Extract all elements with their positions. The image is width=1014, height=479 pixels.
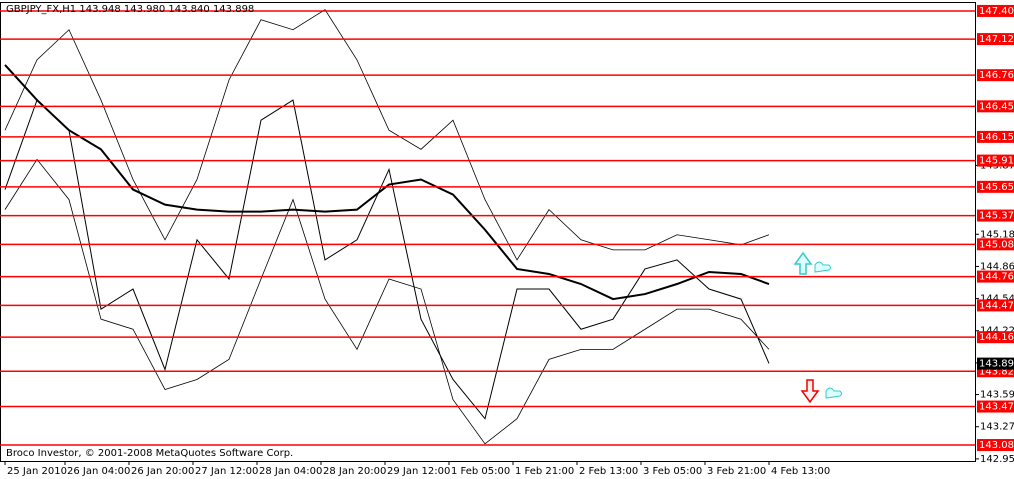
level-label-box <box>977 130 1014 143</box>
x-tick-label: 1 Feb 05:00 <box>451 466 510 477</box>
level-label: 143.822 <box>979 366 1014 377</box>
y-tick-label: 142.950 <box>980 454 1014 465</box>
level-label: 146.154 <box>979 132 1014 143</box>
level-label: 145.085 <box>979 239 1014 250</box>
series-line <box>4 64 770 301</box>
y-tick-label: 144.545 <box>980 294 1014 305</box>
level-label-box <box>977 154 1014 167</box>
y-tick-label: 145.185 <box>980 229 1014 240</box>
x-tick-label: 4 Feb 13:00 <box>771 466 830 477</box>
level-label-box <box>977 238 1014 251</box>
x-tick-label: 28 Jan 04:00 <box>259 466 322 477</box>
x-tick-label: 25 Jan 2010 <box>7 466 67 477</box>
level-label: 144.477 <box>979 300 1014 311</box>
x-tick-label: 2 Feb 13:00 <box>579 466 638 477</box>
x-tick-label: 29 Jan 12:00 <box>387 466 450 477</box>
level-label: 144.764 <box>979 272 1014 283</box>
series-line <box>4 9 770 261</box>
level-label-box <box>977 400 1014 413</box>
series-line <box>4 99 770 420</box>
chart-title: GBPJPY_FX,H1 143.948 143.980 143.840 143… <box>6 4 254 15</box>
sell-signal-icon <box>800 379 842 404</box>
level-label: 145.371 <box>979 211 1014 222</box>
level-label: 146.458 <box>979 101 1014 112</box>
y-tick-label: 143.590 <box>980 390 1014 401</box>
level-label-box <box>977 180 1014 193</box>
price-label-box <box>977 357 1014 370</box>
level-label-box <box>977 100 1014 113</box>
plot-frame <box>0 2 976 462</box>
level-label-box <box>977 439 1014 452</box>
level-label: 147.127 <box>979 34 1014 45</box>
x-tick-label: 26 Jan 20:00 <box>131 466 194 477</box>
y-tick-label: 144.865 <box>980 261 1014 272</box>
x-tick-label: 3 Feb 05:00 <box>643 466 702 477</box>
level-label-box <box>977 209 1014 222</box>
level-label-box <box>977 69 1014 82</box>
level-label-box <box>977 299 1014 312</box>
x-tick-label: 26 Jan 04:00 <box>67 466 130 477</box>
series-line <box>4 158 770 445</box>
level-label-box <box>977 4 1014 17</box>
level-label: 146.768 <box>979 70 1014 81</box>
price-label: 143.898 <box>979 359 1014 370</box>
copyright: Broco Investor, © 2001-2008 MetaQuotes S… <box>6 448 293 459</box>
x-tick-label: 28 Jan 20:00 <box>323 466 386 477</box>
level-label: 143.471 <box>979 402 1014 413</box>
level-label: 143.088 <box>979 440 1014 451</box>
level-label-box <box>977 33 1014 46</box>
level-label: 144.161 <box>979 332 1014 343</box>
x-tick-label: 3 Feb 21:00 <box>707 466 766 477</box>
x-tick-label: 1 Feb 21:00 <box>515 466 574 477</box>
x-tick-label: 27 Jan 12:00 <box>195 466 258 477</box>
level-label: 147.407 <box>979 6 1014 17</box>
level-label-box <box>977 270 1014 283</box>
level-label-box <box>977 331 1014 344</box>
buy-signal-icon <box>793 251 831 275</box>
y-tick-label: 143.270 <box>980 422 1014 433</box>
level-label: 145.918 <box>979 156 1014 167</box>
level-label: 145.657 <box>979 182 1014 193</box>
